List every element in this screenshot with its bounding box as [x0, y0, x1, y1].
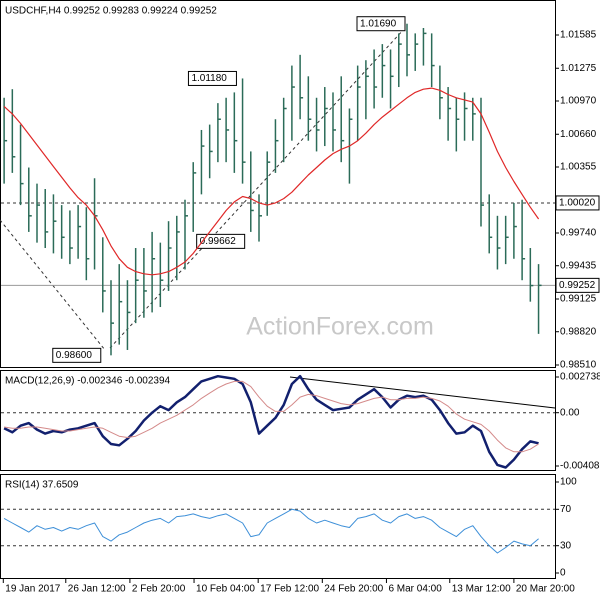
y-tick-label: 0.00 [560, 407, 580, 418]
watermark: ActionForex.com [246, 313, 434, 341]
x-tick-label: 2 Feb 20:00 [132, 584, 186, 595]
y-tick-label: 0.99740 [560, 228, 597, 239]
x-tick-label: 13 Mar 12:00 [452, 584, 511, 595]
x-tick-label: 6 Mar 04:00 [388, 584, 442, 595]
y-tick-label: 0.99125 [560, 294, 597, 305]
y-tick-label: 1.00355 [560, 162, 597, 173]
x-tick-label: 10 Feb 04:00 [196, 584, 255, 595]
annotation-label: 0.99662 [200, 236, 237, 247]
series-line [3, 508, 539, 554]
y-tick-label: 0.99435 [560, 260, 597, 271]
x-tick-label: 19 Jan 2017 [5, 584, 60, 595]
annotation-box [52, 347, 102, 363]
y-tick-label: -0.004088 [560, 461, 600, 472]
y-tick-label: 0.002738 [560, 372, 600, 383]
y-tick-label: 1.00970 [560, 96, 597, 107]
y-tick-label: 100 [560, 477, 577, 488]
y-tick-label: 70 [560, 504, 572, 515]
panel-title: USDCHF,H4 0.99252 0.99283 0.99224 0.9925… [5, 6, 217, 17]
panel-title: MACD(12,26,9) -0.002346 -0.002394 [5, 376, 171, 387]
panel-title: RSI(14) 37.6509 [5, 480, 79, 491]
y-tick-label: 1.01275 [560, 63, 597, 74]
rsi-panel [0, 474, 556, 579]
macd-panel [0, 370, 556, 471]
level-box [555, 195, 600, 211]
level-box [555, 277, 600, 293]
x-tick-label: 20 Mar 20:00 [516, 584, 575, 595]
y-tick-label: 1.00660 [560, 129, 597, 140]
trendline [109, 27, 406, 349]
annotation-box [356, 16, 406, 32]
annotation-label: 1.01180 [191, 73, 227, 84]
x-tick-label: 26 Jan 12:00 [68, 584, 126, 595]
annotation-label: 0.98600 [56, 350, 93, 361]
x-tick-label: 17 Feb 12:00 [260, 584, 319, 595]
annotation-box [187, 70, 237, 86]
level-label: 0.99252 [559, 280, 596, 291]
y-tick-label: 1.01585 [560, 30, 597, 41]
series-line [3, 374, 539, 469]
price-panel [0, 0, 556, 368]
trendline [0, 219, 106, 351]
x-tick-label: 24 Feb 20:00 [324, 584, 383, 595]
series-line [4, 380, 539, 453]
level-label: 1.00020 [559, 198, 596, 209]
annotation-label: 1.01690 [360, 18, 397, 29]
macd-trendline [289, 376, 556, 409]
y-tick-label: 0.98820 [560, 326, 597, 337]
annotation-box [196, 233, 246, 249]
y-tick-label: 0 [560, 568, 566, 579]
y-tick-label: 30 [560, 540, 572, 551]
y-tick-label: 0.98510 [560, 360, 597, 371]
series-line [3, 87, 540, 276]
